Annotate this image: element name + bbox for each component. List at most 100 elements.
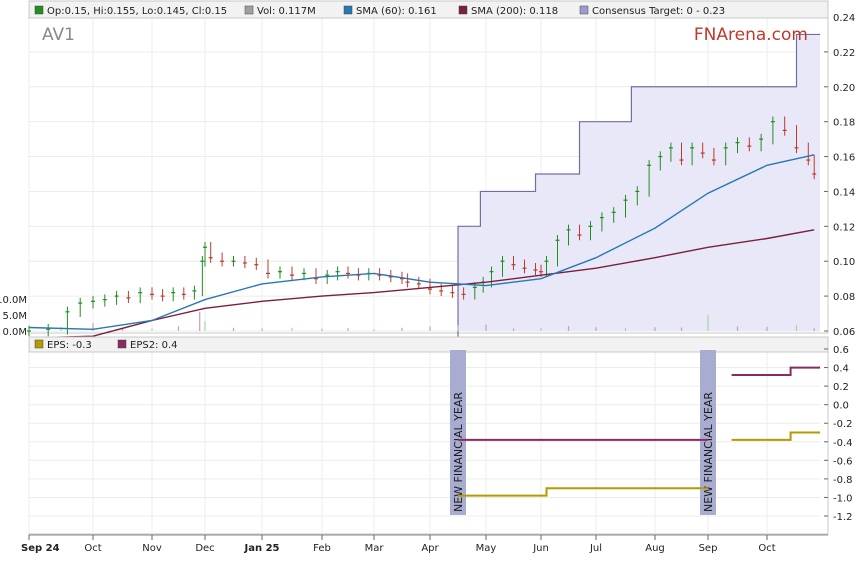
price-tick-label: 0.16 bbox=[833, 153, 855, 164]
price-axis: 0.06 0.08 0.10 0.12 0.14 0.16 0.18 0.20 0.22 0.24 bbox=[824, 13, 855, 338]
x-tick-label: Oct bbox=[758, 543, 775, 554]
price-tick-label: 0.24 bbox=[833, 13, 855, 24]
volume-bar bbox=[512, 328, 515, 331]
legend-label: EPS: -0.3 bbox=[47, 340, 92, 351]
volume-bars bbox=[60, 311, 815, 331]
eps2-swatch-icon bbox=[117, 339, 127, 349]
price-tick-label: 0.08 bbox=[833, 292, 855, 303]
volume-bar bbox=[813, 328, 815, 331]
volume-bar bbox=[457, 325, 459, 331]
eps-tick-label: 0.2 bbox=[833, 382, 849, 393]
eps2-next-fy-line bbox=[731, 366, 821, 376]
ticker-label: AV1 bbox=[42, 25, 75, 45]
volume-bar bbox=[654, 327, 656, 331]
volume-bar bbox=[595, 327, 597, 331]
volume-bar bbox=[401, 327, 403, 331]
sma200-line bbox=[28, 229, 815, 339]
price-tick-label: 0.20 bbox=[833, 83, 855, 94]
x-tick-label: May bbox=[476, 543, 497, 554]
volume-bar bbox=[567, 325, 570, 331]
sma60-line bbox=[28, 154, 815, 331]
volume-bar bbox=[347, 328, 349, 331]
volume-bar bbox=[736, 326, 739, 331]
brand-label: FNArena.com bbox=[694, 25, 808, 45]
x-tick-label: Nov bbox=[142, 543, 162, 554]
volume-bar bbox=[92, 323, 94, 331]
volume-bar bbox=[373, 329, 375, 331]
price-legend: Op:0.15, Hi:0.155, Lo:0.145, Cl:0.15 Vol:… bbox=[34, 5, 725, 17]
x-tick-label: Jul bbox=[589, 543, 602, 554]
volume-bar bbox=[680, 327, 683, 331]
x-tick-label: Sep 24 bbox=[21, 543, 60, 554]
eps-line bbox=[458, 487, 708, 497]
volume-bar bbox=[795, 325, 798, 331]
volume-bar bbox=[232, 327, 235, 331]
eps-tick-label: 0.4 bbox=[833, 364, 849, 375]
financial-year-band bbox=[450, 350, 466, 515]
price-tick-label: 0.12 bbox=[833, 222, 855, 233]
eps-legend-bar bbox=[28, 336, 829, 353]
volume-bar bbox=[540, 327, 542, 331]
x-tick-label: Sep bbox=[699, 543, 718, 554]
consensus-target-area bbox=[457, 33, 821, 355]
eps-tick-label: -0.8 bbox=[833, 475, 853, 486]
volume-bar bbox=[707, 315, 709, 331]
eps-legend: EPS: -0.3 EPS2: 0.4 bbox=[34, 339, 178, 351]
legend-label: EPS2: 0.4 bbox=[130, 340, 178, 351]
target-swatch-icon bbox=[579, 5, 589, 15]
price-tick-label: 0.10 bbox=[833, 257, 855, 268]
volume-tick-label: 0.0M bbox=[2, 327, 27, 338]
x-tick-label: Aug bbox=[645, 543, 665, 554]
eps-lines bbox=[458, 366, 821, 497]
price-tick-label: 0.06 bbox=[833, 327, 855, 338]
candle-swatch-icon bbox=[34, 5, 44, 15]
price-tick-label: 0.22 bbox=[833, 48, 855, 59]
eps-tick-label: -0.4 bbox=[833, 438, 853, 449]
legend-label: SMA (60): 0.161 bbox=[356, 6, 437, 17]
volume-bar bbox=[121, 327, 124, 331]
eps-tick-label: -0.2 bbox=[833, 419, 853, 430]
consensus-target-fill bbox=[458, 34, 821, 331]
price-tick-label: 0.14 bbox=[833, 187, 855, 198]
eps-swatch-icon bbox=[34, 339, 44, 349]
legend-label: SMA (200): 0.118 bbox=[471, 6, 558, 17]
volume-axis: 0.0M 5.0M 10.0M bbox=[0, 295, 27, 338]
x-tick-label: Mar bbox=[365, 543, 385, 554]
volume-bar bbox=[766, 326, 768, 331]
volume-bar bbox=[199, 311, 201, 331]
consensus-target-line bbox=[457, 33, 821, 355]
legend-bar bbox=[28, 0, 829, 19]
legend-label: Vol: 0.117M bbox=[257, 6, 316, 17]
volume-bar bbox=[624, 327, 627, 331]
volume-bar bbox=[261, 328, 263, 331]
price-tick-label: 0.18 bbox=[833, 118, 855, 129]
eps-axis: -1.2 -1.0 -0.8 -0.6 -0.4 -0.2 0.0 0.2 0.4 0.6 bbox=[824, 345, 853, 523]
financial-year-band bbox=[700, 350, 716, 515]
financial-year-markers: NEW FINANCIAL YEAR NEW FINANCIAL YEAR bbox=[450, 350, 716, 515]
price-candles bbox=[27, 116, 817, 337]
x-tick-label: Jan 25 bbox=[244, 543, 280, 554]
sma200-swatch-icon bbox=[458, 5, 468, 15]
financial-year-label: NEW FINANCIAL YEAR bbox=[452, 392, 465, 512]
x-tick-label: Apr bbox=[421, 543, 439, 554]
x-axis: Sep 24 Oct Nov Dec Jan 25 Feb Mar Apr May Jun Jul A… bbox=[21, 534, 828, 554]
legend-label: Op:0.15, Hi:0.155, Lo:0.145, Cl:0.15 bbox=[47, 6, 227, 17]
eps-tick-label: 0.0 bbox=[833, 401, 849, 412]
eps-tick-label: -1.0 bbox=[833, 493, 853, 504]
x-tick-label: Oct bbox=[84, 543, 101, 554]
x-tick-label: Dec bbox=[195, 543, 214, 554]
volume-bar bbox=[177, 326, 180, 331]
eps-next-fy-line bbox=[731, 431, 821, 441]
eps-tick-label: -1.2 bbox=[833, 512, 853, 523]
legend-label: Consensus Target: 0 - 0.23 bbox=[592, 6, 725, 17]
volume-tick-label: 10.0M bbox=[0, 295, 27, 306]
eps-panel bbox=[28, 336, 829, 535]
volume-bar bbox=[291, 327, 293, 331]
x-tick-label: Feb bbox=[313, 543, 331, 554]
volume-bar bbox=[204, 321, 206, 331]
volume-bar bbox=[485, 324, 487, 331]
eps-tick-label: -0.6 bbox=[833, 456, 853, 467]
volume-tick-label: 5.0M bbox=[2, 311, 27, 322]
volume-swatch-icon bbox=[244, 5, 254, 15]
volume-bar bbox=[429, 326, 431, 331]
